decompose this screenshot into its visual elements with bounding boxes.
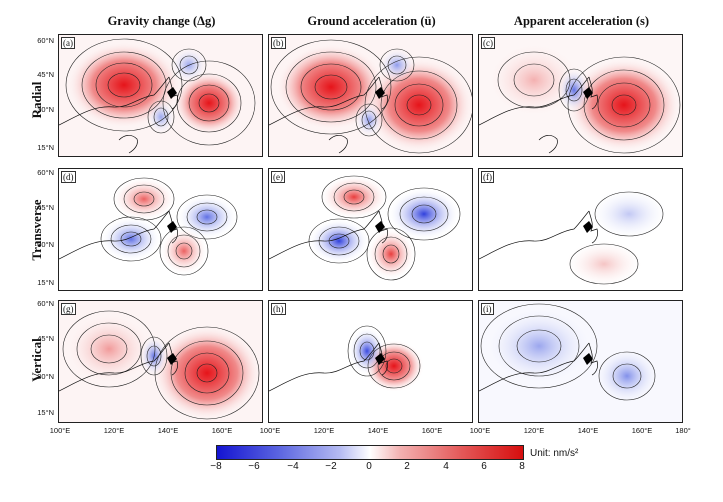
colorbar-tick: 6 [481,461,487,472]
lat-label: 15°N [37,143,54,152]
colorbar-tick: −8 [210,461,222,472]
panel-b: (b) [268,34,473,157]
lon-label: 180° [675,426,691,435]
column-title-gravity-change: Gravity change (Δg) [107,14,216,28]
colorbar-tick: 2 [404,461,410,472]
column-title-apparent-acceleration: Apparent acceleration (s) [513,14,650,28]
lon-label: 100°E [49,426,71,435]
row-title-vertical: Vertical [29,338,44,382]
contour-map-f [479,169,682,290]
lon-label: 100°E [259,426,281,435]
panel-label: (i) [481,303,494,315]
colorbar-tick: 0 [366,461,372,472]
lat-label: 60°N [37,168,54,177]
lon-label: 160°E [421,426,443,435]
panel-g: (g) [58,300,263,423]
lat-label: 45°N [37,334,54,343]
contour-map-g [59,301,262,422]
colorbar [216,445,524,460]
lat-label: 30°N [37,105,54,114]
contour-map-h [269,301,472,422]
contour-map-a [59,35,262,156]
lon-label: 100°E [469,426,491,435]
lat-label: 45°N [37,70,54,79]
panel-d: (d) [58,168,263,291]
panel-label: (c) [481,37,495,49]
lon-label: 120°E [103,426,125,435]
colorbar-tick: −2 [325,461,337,472]
panel-label: (h) [271,303,286,315]
panel-f: (f) [478,168,683,291]
lat-label: 30°N [37,372,54,381]
contour-map-d [59,169,262,290]
lon-label: 160°E [211,426,233,435]
contour-map-c [479,35,682,156]
panel-label: (e) [271,171,285,183]
panel-i: (i) [478,300,683,423]
colorbar-tick: 4 [443,461,449,472]
contour-map-b [269,35,472,156]
lon-label: 120°E [313,426,335,435]
contour-map-e [269,169,472,290]
lon-label: 140°E [367,426,389,435]
lat-label: 45°N [37,203,54,212]
panel-c: (c) [478,34,683,157]
lat-label: 30°N [37,240,54,249]
panel-e: (e) [268,168,473,291]
panel-label: (g) [61,303,76,315]
panel-label: (f) [481,171,494,183]
panel-label: (a) [61,37,75,49]
panel-label: (b) [271,37,286,49]
lon-label: 160°E [631,426,653,435]
panel-a: (a) [58,34,263,157]
panel-h: (h) [268,300,473,423]
row-title-transverse: Transverse [29,199,44,261]
lat-label: 60°N [37,299,54,308]
lat-label: 15°N [37,278,54,287]
colorbar-unit-label: Unit: nm/s² [530,448,579,459]
column-title-ground-acceleration: Ground acceleration (ü) [307,14,436,28]
lon-label: 140°E [157,426,179,435]
contour-map-i [479,301,682,422]
lon-label: 120°E [523,426,545,435]
row-title-radial: Radial [29,81,44,119]
lon-label: 140°E [577,426,599,435]
colorbar-tick: 8 [519,461,525,472]
panel-label: (d) [61,171,76,183]
colorbar-tick: −4 [287,461,299,472]
lat-label: 60°N [37,36,54,45]
colorbar-tick: −6 [248,461,260,472]
lat-label: 15°N [37,408,54,417]
